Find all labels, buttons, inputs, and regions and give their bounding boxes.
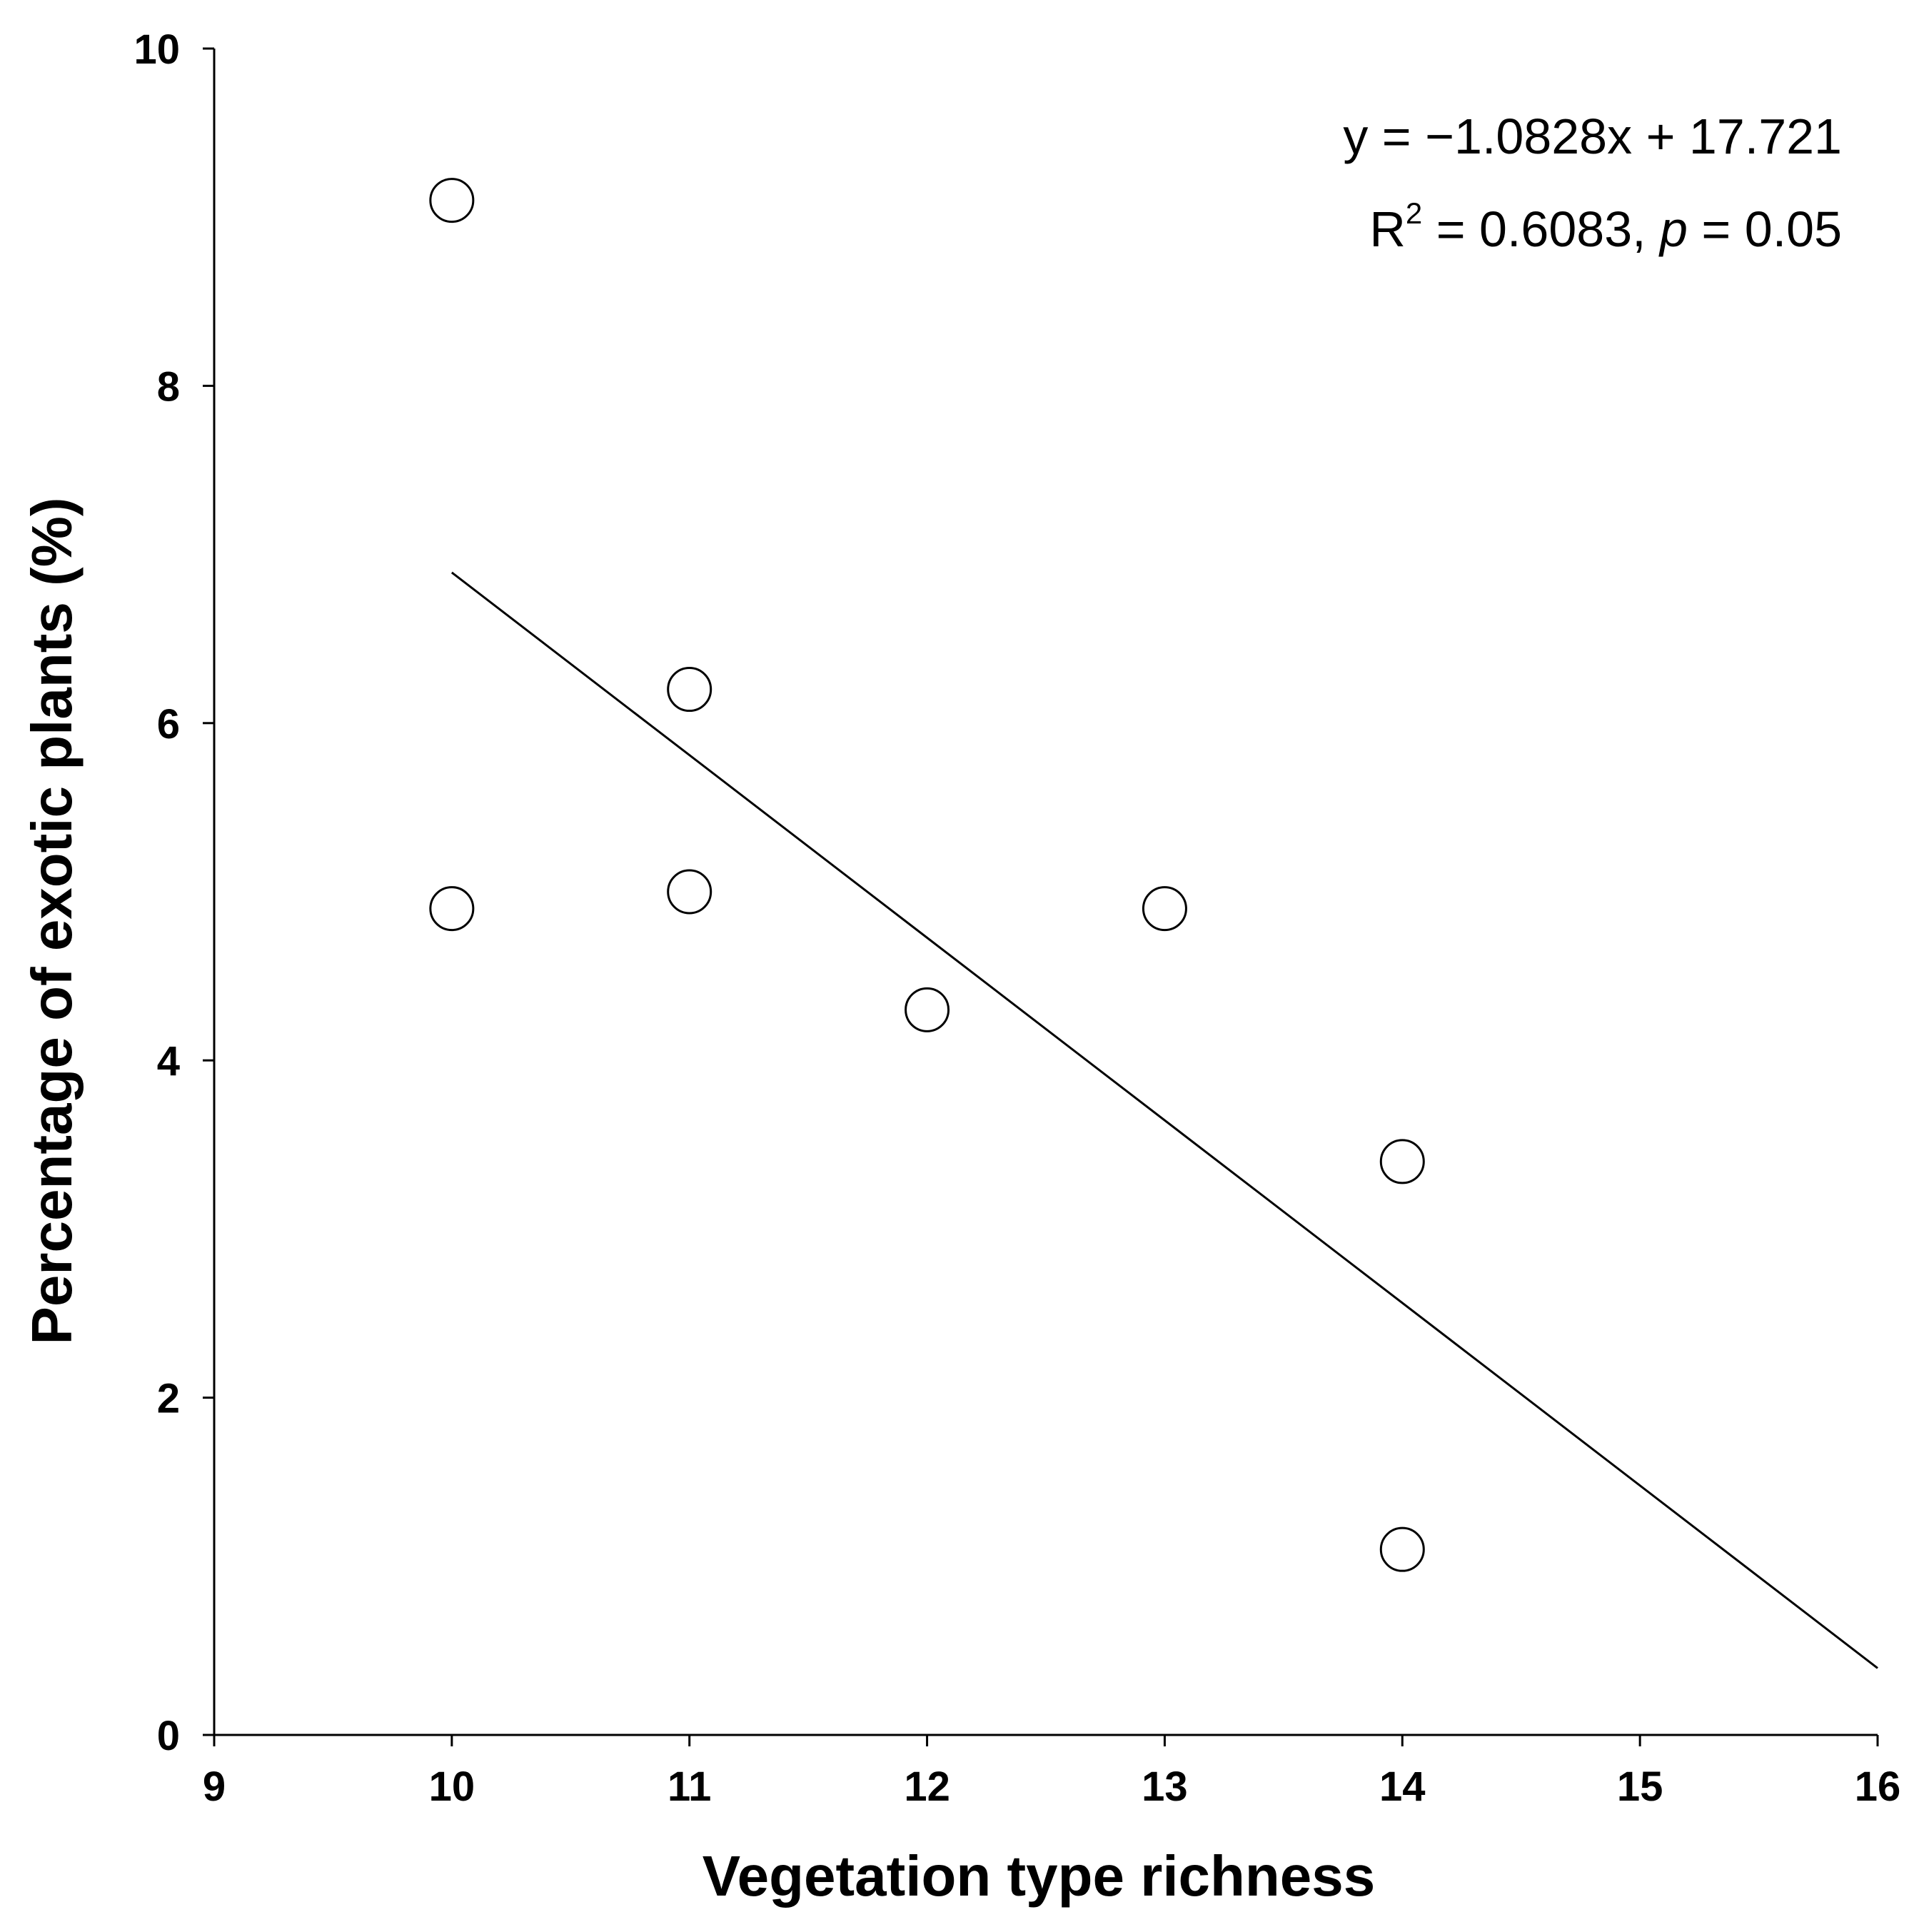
axes: 9 10 11 12 13 14 15 16 0 2 4 6 8 10: [134, 26, 1900, 1810]
r-label: R: [1369, 201, 1406, 257]
x-tick-label: 12: [904, 1764, 950, 1810]
r-superscript: 2: [1406, 196, 1422, 230]
data-point: [667, 667, 712, 713]
x-tick-label: 11: [668, 1764, 711, 1810]
x-tick-label: 10: [429, 1764, 475, 1810]
data-point: [429, 886, 475, 932]
data-point: [1379, 1526, 1425, 1572]
y-tick-label: 2: [157, 1376, 180, 1422]
trendline: [450, 571, 1878, 1669]
equation-annotation: y = −1.0828x + 17.721: [1343, 109, 1842, 164]
data-point: [905, 987, 950, 1032]
x-tick-label: 9: [203, 1764, 226, 1810]
x-tick-label: 13: [1142, 1764, 1188, 1810]
r-value: = 0.6083,: [1422, 201, 1660, 257]
r-squared-annotation: R2 = 0.6083, p = 0.05: [1369, 196, 1842, 257]
y-axis-title: Percentage of exotic plants (%): [20, 498, 84, 1345]
x-tick-label: 16: [1855, 1764, 1901, 1810]
data-point: [429, 178, 475, 223]
y-tick-label: 8: [157, 363, 180, 410]
y-tick-label: 0: [157, 1713, 180, 1759]
y-tick-label: 4: [157, 1038, 180, 1085]
y-tick-label: 6: [157, 701, 180, 748]
data-point: [1379, 1139, 1425, 1184]
data-point: [1142, 886, 1187, 932]
p-value: = 0.05: [1688, 201, 1842, 257]
p-symbol: p: [1658, 201, 1688, 257]
x-axis-title: Vegetation type richness: [702, 1844, 1376, 1908]
x-tick-label: 15: [1617, 1764, 1663, 1810]
trendline-layer: [450, 571, 1878, 1669]
x-tick-label: 14: [1379, 1764, 1426, 1810]
points-layer: [429, 178, 1425, 1572]
data-point: [667, 869, 712, 915]
y-tick-label: 10: [134, 26, 180, 73]
